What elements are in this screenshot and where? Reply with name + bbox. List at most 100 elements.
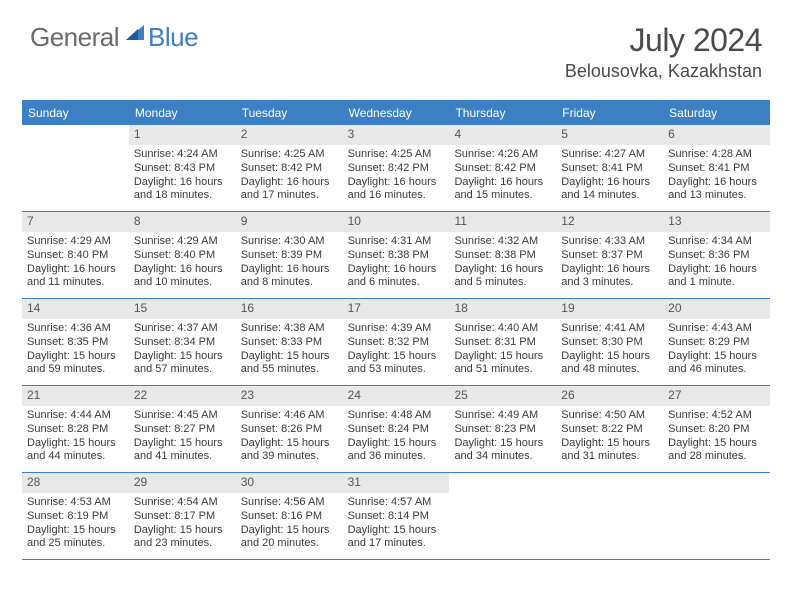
day-number: 23 bbox=[236, 386, 343, 406]
day-daylight2: and 20 minutes. bbox=[241, 537, 338, 551]
day-body: Sunrise: 4:48 AMSunset: 8:24 PMDaylight:… bbox=[343, 406, 450, 468]
day-body: Sunrise: 4:46 AMSunset: 8:26 PMDaylight:… bbox=[236, 406, 343, 468]
day-sunrise: Sunrise: 4:49 AM bbox=[454, 409, 551, 423]
day-sunset: Sunset: 8:42 PM bbox=[241, 162, 338, 176]
day-body: Sunrise: 4:41 AMSunset: 8:30 PMDaylight:… bbox=[556, 319, 663, 381]
day-number: 15 bbox=[129, 299, 236, 319]
day-body: Sunrise: 4:50 AMSunset: 8:22 PMDaylight:… bbox=[556, 406, 663, 468]
day-sunset: Sunset: 8:37 PM bbox=[561, 249, 658, 263]
day-number: 27 bbox=[663, 386, 770, 406]
day-body: Sunrise: 4:53 AMSunset: 8:19 PMDaylight:… bbox=[22, 493, 129, 555]
day-sunrise: Sunrise: 4:40 AM bbox=[454, 322, 551, 336]
day-cell: 10Sunrise: 4:31 AMSunset: 8:38 PMDayligh… bbox=[343, 212, 450, 298]
day-number: 9 bbox=[236, 212, 343, 232]
day-daylight2: and 39 minutes. bbox=[241, 450, 338, 464]
day-daylight1: Daylight: 15 hours bbox=[134, 350, 231, 364]
day-sunrise: Sunrise: 4:25 AM bbox=[241, 148, 338, 162]
day-sunrise: Sunrise: 4:26 AM bbox=[454, 148, 551, 162]
day-sunset: Sunset: 8:40 PM bbox=[27, 249, 124, 263]
day-body: Sunrise: 4:52 AMSunset: 8:20 PMDaylight:… bbox=[663, 406, 770, 468]
day-daylight2: and 6 minutes. bbox=[348, 276, 445, 290]
day-cell bbox=[22, 125, 129, 211]
month-title: July 2024 bbox=[565, 22, 762, 59]
day-daylight1: Daylight: 15 hours bbox=[561, 437, 658, 451]
day-sunrise: Sunrise: 4:57 AM bbox=[348, 496, 445, 510]
day-daylight1: Daylight: 16 hours bbox=[454, 263, 551, 277]
day-daylight1: Daylight: 16 hours bbox=[454, 176, 551, 190]
day-number: 30 bbox=[236, 473, 343, 493]
day-daylight2: and 44 minutes. bbox=[27, 450, 124, 464]
day-daylight2: and 25 minutes. bbox=[27, 537, 124, 551]
day-sunrise: Sunrise: 4:24 AM bbox=[134, 148, 231, 162]
day-sunset: Sunset: 8:33 PM bbox=[241, 336, 338, 350]
day-number: 25 bbox=[449, 386, 556, 406]
day-daylight2: and 46 minutes. bbox=[668, 363, 765, 377]
day-cell: 5Sunrise: 4:27 AMSunset: 8:41 PMDaylight… bbox=[556, 125, 663, 211]
day-number: 21 bbox=[22, 386, 129, 406]
day-cell: 28Sunrise: 4:53 AMSunset: 8:19 PMDayligh… bbox=[22, 473, 129, 559]
day-daylight1: Daylight: 16 hours bbox=[241, 263, 338, 277]
day-body: Sunrise: 4:54 AMSunset: 8:17 PMDaylight:… bbox=[129, 493, 236, 555]
day-daylight2: and 41 minutes. bbox=[134, 450, 231, 464]
day-cell: 2Sunrise: 4:25 AMSunset: 8:42 PMDaylight… bbox=[236, 125, 343, 211]
day-daylight1: Daylight: 15 hours bbox=[561, 350, 658, 364]
day-sunrise: Sunrise: 4:32 AM bbox=[454, 235, 551, 249]
day-sunset: Sunset: 8:14 PM bbox=[348, 510, 445, 524]
day-daylight1: Daylight: 16 hours bbox=[134, 176, 231, 190]
day-daylight1: Daylight: 15 hours bbox=[241, 524, 338, 538]
day-body: Sunrise: 4:28 AMSunset: 8:41 PMDaylight:… bbox=[663, 145, 770, 207]
weekday-header-cell: Wednesday bbox=[343, 102, 450, 125]
week-row: 7Sunrise: 4:29 AMSunset: 8:40 PMDaylight… bbox=[22, 212, 770, 299]
day-cell: 13Sunrise: 4:34 AMSunset: 8:36 PMDayligh… bbox=[663, 212, 770, 298]
day-daylight1: Daylight: 15 hours bbox=[454, 437, 551, 451]
day-number: 14 bbox=[22, 299, 129, 319]
day-sunset: Sunset: 8:23 PM bbox=[454, 423, 551, 437]
day-sunrise: Sunrise: 4:33 AM bbox=[561, 235, 658, 249]
day-cell: 25Sunrise: 4:49 AMSunset: 8:23 PMDayligh… bbox=[449, 386, 556, 472]
day-sunrise: Sunrise: 4:34 AM bbox=[668, 235, 765, 249]
logo-text-general: General bbox=[30, 22, 119, 53]
day-daylight1: Daylight: 15 hours bbox=[668, 437, 765, 451]
calendar: SundayMondayTuesdayWednesdayThursdayFrid… bbox=[22, 100, 770, 560]
day-daylight2: and 34 minutes. bbox=[454, 450, 551, 464]
day-sunrise: Sunrise: 4:30 AM bbox=[241, 235, 338, 249]
day-daylight1: Daylight: 16 hours bbox=[134, 263, 231, 277]
day-cell: 3Sunrise: 4:25 AMSunset: 8:42 PMDaylight… bbox=[343, 125, 450, 211]
day-body: Sunrise: 4:44 AMSunset: 8:28 PMDaylight:… bbox=[22, 406, 129, 468]
day-number: 2 bbox=[236, 125, 343, 145]
day-daylight2: and 3 minutes. bbox=[561, 276, 658, 290]
day-number: 16 bbox=[236, 299, 343, 319]
day-daylight2: and 15 minutes. bbox=[454, 189, 551, 203]
day-cell: 12Sunrise: 4:33 AMSunset: 8:37 PMDayligh… bbox=[556, 212, 663, 298]
weekday-header-cell: Sunday bbox=[22, 102, 129, 125]
day-sunset: Sunset: 8:41 PM bbox=[561, 162, 658, 176]
day-daylight1: Daylight: 15 hours bbox=[241, 437, 338, 451]
day-sunset: Sunset: 8:42 PM bbox=[454, 162, 551, 176]
day-cell: 23Sunrise: 4:46 AMSunset: 8:26 PMDayligh… bbox=[236, 386, 343, 472]
day-daylight2: and 53 minutes. bbox=[348, 363, 445, 377]
day-daylight1: Daylight: 15 hours bbox=[348, 524, 445, 538]
day-daylight2: and 36 minutes. bbox=[348, 450, 445, 464]
day-daylight2: and 11 minutes. bbox=[27, 276, 124, 290]
day-sunset: Sunset: 8:24 PM bbox=[348, 423, 445, 437]
day-sunset: Sunset: 8:26 PM bbox=[241, 423, 338, 437]
day-body: Sunrise: 4:38 AMSunset: 8:33 PMDaylight:… bbox=[236, 319, 343, 381]
day-daylight1: Daylight: 15 hours bbox=[134, 524, 231, 538]
day-body: Sunrise: 4:30 AMSunset: 8:39 PMDaylight:… bbox=[236, 232, 343, 294]
day-sunset: Sunset: 8:42 PM bbox=[348, 162, 445, 176]
day-number: 28 bbox=[22, 473, 129, 493]
day-body: Sunrise: 4:37 AMSunset: 8:34 PMDaylight:… bbox=[129, 319, 236, 381]
day-sunset: Sunset: 8:27 PM bbox=[134, 423, 231, 437]
day-number: 4 bbox=[449, 125, 556, 145]
day-body: Sunrise: 4:49 AMSunset: 8:23 PMDaylight:… bbox=[449, 406, 556, 468]
day-daylight1: Daylight: 15 hours bbox=[348, 437, 445, 451]
day-sunset: Sunset: 8:32 PM bbox=[348, 336, 445, 350]
day-daylight1: Daylight: 15 hours bbox=[134, 437, 231, 451]
day-cell: 16Sunrise: 4:38 AMSunset: 8:33 PMDayligh… bbox=[236, 299, 343, 385]
day-body: Sunrise: 4:40 AMSunset: 8:31 PMDaylight:… bbox=[449, 319, 556, 381]
day-daylight2: and 48 minutes. bbox=[561, 363, 658, 377]
day-number: 20 bbox=[663, 299, 770, 319]
day-daylight1: Daylight: 15 hours bbox=[27, 524, 124, 538]
day-sunset: Sunset: 8:17 PM bbox=[134, 510, 231, 524]
day-number: 24 bbox=[343, 386, 450, 406]
